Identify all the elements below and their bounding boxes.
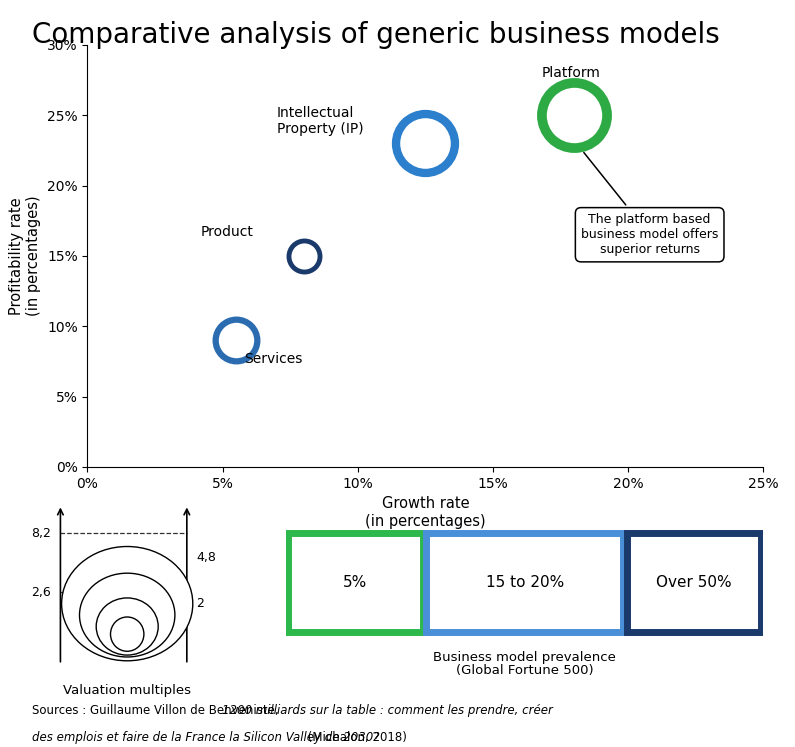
Text: Valuation multiples: Valuation multiples (63, 684, 192, 697)
Text: Services: Services (244, 352, 303, 365)
FancyBboxPatch shape (626, 533, 762, 632)
Text: 8,2: 8,2 (31, 527, 51, 539)
Point (419, 137, 432, 149)
Text: 2,6: 2,6 (31, 586, 51, 599)
Text: The platform based
business model offers
superior returns: The platform based business model offers… (581, 152, 719, 256)
Ellipse shape (80, 573, 175, 657)
Text: (Michalon, 2018): (Michalon, 2018) (304, 731, 406, 743)
X-axis label: Growth rate
(in percentages): Growth rate (in percentages) (365, 496, 486, 529)
Point (297, 249, 310, 262)
Text: Product: Product (201, 225, 254, 239)
Text: 4,8: 4,8 (196, 551, 216, 565)
Text: 1200 milliards sur la table : comment les prendre, créer: 1200 milliards sur la table : comment le… (222, 704, 553, 716)
Text: Over 50%: Over 50% (656, 575, 732, 590)
Text: Sources : Guillaume Villon de Benveniste,: Sources : Guillaume Villon de Benveniste… (32, 704, 282, 716)
Text: 2: 2 (196, 597, 204, 610)
FancyBboxPatch shape (426, 533, 623, 632)
Text: (Global Fortune 500): (Global Fortune 500) (456, 664, 594, 678)
Text: Business model prevalence: Business model prevalence (433, 651, 616, 665)
Ellipse shape (62, 547, 193, 661)
Text: Comparative analysis of generic business models: Comparative analysis of generic business… (32, 21, 719, 49)
Point (568, 109, 580, 121)
Ellipse shape (96, 598, 158, 655)
Point (230, 335, 242, 347)
FancyBboxPatch shape (288, 533, 423, 632)
Text: Platform: Platform (541, 66, 600, 80)
Text: Intellectual
Property (IP): Intellectual Property (IP) (277, 106, 363, 136)
Y-axis label: Profitability rate
(in percentages): Profitability rate (in percentages) (9, 196, 41, 316)
Ellipse shape (111, 617, 144, 651)
Text: 5%: 5% (343, 575, 367, 590)
Text: 15 to 20%: 15 to 20% (486, 575, 564, 590)
Text: des emplois et faire de la France la Silicon Valley de 2030?: des emplois et faire de la France la Sil… (32, 731, 379, 743)
